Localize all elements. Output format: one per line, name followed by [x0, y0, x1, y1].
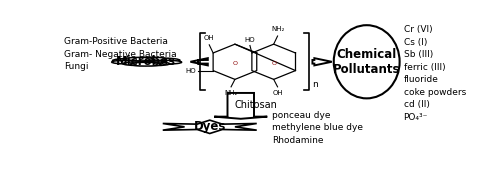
Ellipse shape: [334, 25, 400, 98]
Ellipse shape: [112, 59, 146, 63]
Text: Gram-Positive Bacteria
Gram- Negative Bacteria
Fungi: Gram-Positive Bacteria Gram- Negative Ba…: [64, 37, 177, 71]
Text: HO: HO: [186, 68, 196, 74]
Ellipse shape: [124, 59, 168, 64]
Text: n: n: [312, 80, 318, 89]
Text: NH₂: NH₂: [272, 26, 285, 32]
Ellipse shape: [123, 62, 152, 65]
Ellipse shape: [112, 60, 140, 64]
Ellipse shape: [144, 58, 180, 62]
Polygon shape: [214, 93, 268, 119]
Text: OH: OH: [272, 90, 283, 96]
Ellipse shape: [151, 60, 182, 64]
Text: O: O: [232, 61, 237, 66]
Polygon shape: [312, 58, 332, 65]
Text: O: O: [271, 61, 276, 66]
Polygon shape: [190, 58, 208, 65]
Text: Chemical
Pollutants: Chemical Pollutants: [333, 48, 400, 76]
Text: Microbes: Microbes: [116, 55, 176, 68]
Text: ponceau dye
methylene blue dye
Rhodamine: ponceau dye methylene blue dye Rhodamine: [272, 111, 363, 144]
Text: Chitosan: Chitosan: [235, 100, 278, 110]
Text: NH₂: NH₂: [224, 90, 238, 96]
Ellipse shape: [124, 57, 154, 61]
Text: Dyes: Dyes: [194, 120, 226, 133]
Text: HO: HO: [244, 37, 255, 43]
Text: Cr (VI)
Cs (I)
Sb (III)
ferric (III)
fluoride
coke powders
cd (II)
PO₄³⁻: Cr (VI) Cs (I) Sb (III) ferric (III) flu…: [404, 25, 466, 122]
Ellipse shape: [136, 57, 166, 61]
Text: OH: OH: [203, 35, 214, 41]
Ellipse shape: [140, 62, 170, 65]
Polygon shape: [163, 120, 256, 134]
Ellipse shape: [130, 62, 161, 66]
